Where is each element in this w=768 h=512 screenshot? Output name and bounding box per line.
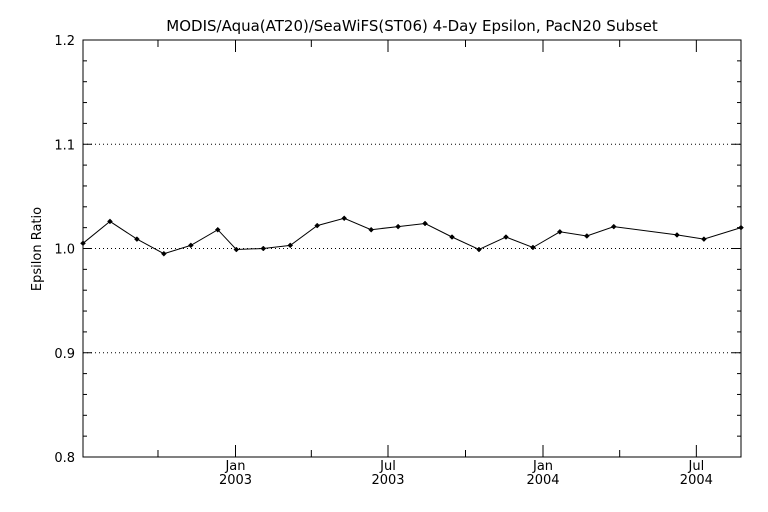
- data-point: [738, 224, 744, 231]
- x-tick-month: Jan: [532, 459, 553, 474]
- data-point: [476, 246, 482, 253]
- data-point: [214, 226, 221, 233]
- data-point: [530, 244, 536, 251]
- y-tick-label: 0.8: [54, 451, 75, 466]
- data-point: [422, 220, 428, 227]
- x-tick-month: Jan: [224, 459, 245, 474]
- data-point: [701, 236, 707, 242]
- data-point: [233, 246, 240, 253]
- data-point: [557, 228, 563, 235]
- data-point: [314, 222, 321, 229]
- data-point: [610, 223, 617, 230]
- data-point: [161, 250, 167, 257]
- data-point: [80, 240, 86, 247]
- x-tick-year: 2004: [680, 473, 713, 488]
- y-tick-label: 1.2: [54, 34, 75, 49]
- grid-lines: [83, 143, 741, 354]
- data-point: [260, 245, 267, 252]
- y-tick-label: 1.0: [54, 243, 75, 258]
- y-tick-label: 1.1: [54, 138, 75, 153]
- x-tick-year: 2003: [371, 473, 404, 488]
- data-point: [368, 226, 374, 233]
- y-axis: 0.8 0.9 1.0 1.1 1.2: [54, 34, 741, 466]
- series: [80, 215, 744, 257]
- data-point: [449, 234, 455, 240]
- x-tick-month: Jul: [688, 459, 705, 474]
- y-axis-label: Epsilon Ratio: [30, 207, 45, 291]
- data-point: [134, 236, 140, 242]
- x-tick-year: 2004: [526, 473, 559, 488]
- data-point: [107, 218, 113, 225]
- series-line: [82, 217, 742, 255]
- y-tick-label: 0.9: [54, 347, 75, 362]
- x-tick-month: Jul: [379, 459, 396, 474]
- chart-title: MODIS/Aqua(AT20)/SeaWiFS(ST06) 4-Day Eps…: [166, 17, 658, 35]
- data-point: [287, 242, 294, 249]
- x-tick-year: 2003: [219, 473, 252, 488]
- data-point: [674, 232, 680, 238]
- data-point: [187, 242, 194, 249]
- data-point: [583, 233, 590, 239]
- data-point: [341, 215, 348, 222]
- data-point: [395, 223, 401, 230]
- data-point: [503, 234, 509, 240]
